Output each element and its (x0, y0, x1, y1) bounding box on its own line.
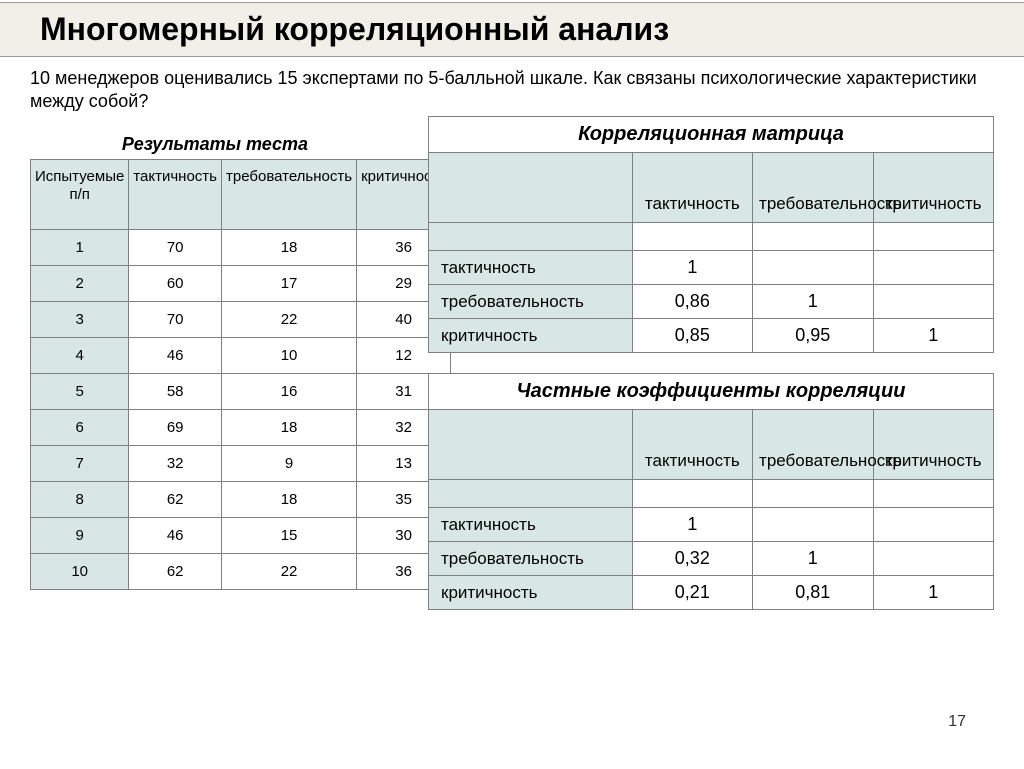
page-title: Многомерный корреляционный анализ (40, 11, 984, 48)
col-header: критичность (873, 153, 994, 223)
matrix-cell: 1 (632, 508, 752, 542)
row-label: требовательность (429, 285, 633, 319)
table-cell: 9 (31, 518, 129, 554)
matrix-cell: 0,85 (632, 319, 752, 353)
table-cell: 69 (129, 410, 222, 446)
col-header: требовательность (753, 410, 873, 480)
table-cell: 7 (31, 446, 129, 482)
col-header: Испытуемые п/п (31, 160, 129, 230)
table-cell: 22 (222, 302, 357, 338)
matrix-cell (873, 285, 994, 319)
partial-correlation-title: Частные коэффициенты корреляции (428, 373, 994, 409)
table-cell: 46 (129, 338, 222, 374)
matrix-cell: 1 (873, 319, 994, 353)
table-cell: 70 (129, 302, 222, 338)
table-cell: 17 (222, 266, 357, 302)
table-row: 2601729 (31, 266, 451, 302)
table-row: 4461012 (31, 338, 451, 374)
table-cell: 1 (31, 230, 129, 266)
table-cell: 32 (129, 446, 222, 482)
table-row: 5581631 (31, 374, 451, 410)
table-cell: 22 (222, 554, 357, 590)
col-header: критичность (873, 410, 994, 480)
matrix-cell (753, 251, 873, 285)
matrix-cell (873, 542, 994, 576)
table-cell: 60 (129, 266, 222, 302)
table-row: 10622236 (31, 554, 451, 590)
blank-header (429, 153, 633, 223)
matrix-cell: 0,95 (753, 319, 873, 353)
col-header: тактичность (632, 410, 752, 480)
table-cell: 18 (222, 410, 357, 446)
col-header: требовательность (753, 153, 873, 223)
matrix-cell: 1 (632, 251, 752, 285)
row-label: тактичность (429, 251, 633, 285)
table-row: 6691832 (31, 410, 451, 446)
table-row: 3702240 (31, 302, 451, 338)
table-cell: 62 (129, 554, 222, 590)
matrix-cell (753, 508, 873, 542)
row-label: критичность (429, 576, 633, 610)
table-cell: 10 (31, 554, 129, 590)
table-cell: 62 (129, 482, 222, 518)
table-cell: 15 (222, 518, 357, 554)
row-label: тактичность (429, 508, 633, 542)
matrix-cell (873, 251, 994, 285)
test-results-caption: Результаты теста (30, 134, 400, 155)
table-row: 8621835 (31, 482, 451, 518)
col-header: требовательность (222, 160, 357, 230)
table-cell: 3 (31, 302, 129, 338)
col-header: тактичность (632, 153, 752, 223)
intro-text: 10 менеджеров оценивались 15 экспертами … (0, 57, 1024, 116)
table-cell: 2 (31, 266, 129, 302)
row-label: требовательность (429, 542, 633, 576)
table-cell: 8 (31, 482, 129, 518)
slide-number: 17 (948, 713, 966, 731)
table-cell: 5 (31, 374, 129, 410)
table-cell: 18 (222, 482, 357, 518)
table-cell: 46 (129, 518, 222, 554)
matrix-cell: 0,86 (632, 285, 752, 319)
table-cell: 70 (129, 230, 222, 266)
title-bar: Многомерный корреляционный анализ (0, 2, 1024, 57)
row-label: критичность (429, 319, 633, 353)
correlation-matrix: Корреляционная матрица тактичность требо… (428, 116, 994, 353)
correlation-matrix-title: Корреляционная матрица (428, 116, 994, 152)
table-row: 1701836 (31, 230, 451, 266)
table-cell: 9 (222, 446, 357, 482)
matrix-cell (873, 508, 994, 542)
test-results-table: Испытуемые п/п тактичность требовательно… (30, 159, 451, 590)
matrix-cell: 0,32 (632, 542, 752, 576)
table-cell: 18 (222, 230, 357, 266)
table-cell: 10 (222, 338, 357, 374)
table-cell: 58 (129, 374, 222, 410)
table-cell: 4 (31, 338, 129, 374)
table-row: 732913 (31, 446, 451, 482)
table-row: 9461530 (31, 518, 451, 554)
matrix-cell: 1 (753, 542, 873, 576)
matrix-cell: 1 (873, 576, 994, 610)
matrix-cell: 0,21 (632, 576, 752, 610)
col-header: тактичность (129, 160, 222, 230)
table-cell: 6 (31, 410, 129, 446)
partial-correlation-matrix: Частные коэффициенты корреляции тактично… (428, 373, 994, 610)
blank-header (429, 410, 633, 480)
matrix-cell: 0,81 (753, 576, 873, 610)
table-cell: 16 (222, 374, 357, 410)
matrix-cell: 1 (753, 285, 873, 319)
